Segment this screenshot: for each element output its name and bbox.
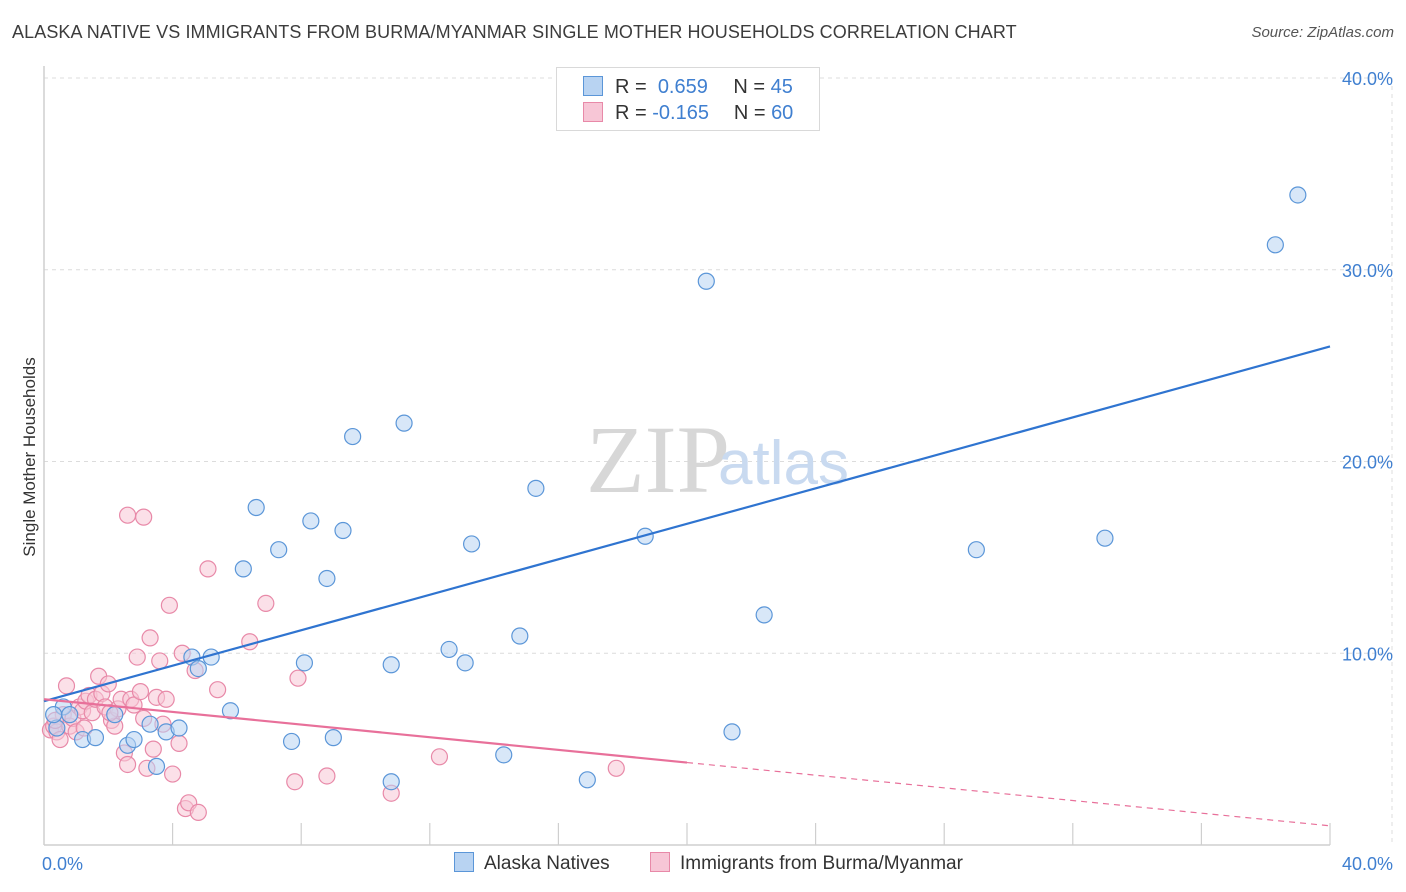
alaska-point bbox=[462, 535, 481, 553]
alaska-point bbox=[170, 719, 188, 737]
alaska-point bbox=[189, 659, 207, 678]
legend-n-value: 45 bbox=[770, 76, 793, 98]
alaska-point bbox=[247, 498, 265, 517]
alaska-point bbox=[318, 569, 336, 588]
y-tick-label: 10.0% bbox=[1342, 644, 1393, 664]
burma-point bbox=[209, 681, 227, 699]
alaska-point bbox=[295, 654, 314, 672]
chart-title: ALASKA NATIVE VS IMMIGRANTS FROM BURMA/M… bbox=[12, 22, 1017, 42]
legend-swatch-pink bbox=[650, 852, 670, 872]
alaska-point bbox=[723, 723, 741, 741]
y-tick-label: 20.0% bbox=[1342, 453, 1393, 473]
burma-point bbox=[318, 767, 336, 785]
x-tick-label-max: 40.0% bbox=[1342, 854, 1393, 874]
alaska-point bbox=[440, 640, 458, 659]
legend-r-label: R = bbox=[615, 102, 647, 124]
alaska-point bbox=[106, 706, 124, 724]
alaska-point bbox=[395, 414, 413, 432]
series-burma-points bbox=[41, 506, 625, 822]
burma-point bbox=[257, 594, 275, 612]
alaska-point bbox=[578, 771, 596, 789]
legend-item-alaska: Alaska Natives bbox=[454, 852, 610, 875]
trend-lines bbox=[43, 345, 1331, 827]
burma-point bbox=[289, 669, 307, 687]
legend-r-label: R = bbox=[615, 76, 647, 98]
alaska-point bbox=[147, 757, 166, 775]
legend-label-burma: Immigrants from Burma/Myanmar bbox=[680, 853, 963, 874]
alaska-point bbox=[527, 479, 545, 497]
y-tick-label: 30.0% bbox=[1342, 261, 1393, 281]
alaska-point bbox=[967, 541, 985, 559]
legend-n-label: N = bbox=[733, 102, 766, 124]
alaska-point bbox=[755, 606, 773, 624]
burma-point bbox=[164, 765, 182, 783]
burma-point bbox=[144, 740, 162, 758]
burma-trend-line bbox=[43, 698, 688, 764]
legend-r-value: 0.659 bbox=[657, 76, 708, 98]
watermark-atlas: atlas bbox=[718, 429, 849, 498]
burma-point bbox=[151, 652, 169, 670]
legend-row-burma: R = -0.165 N = 60 bbox=[583, 102, 793, 126]
source-label: Source: ZipAtlas.com bbox=[1251, 24, 1394, 41]
burma-point bbox=[430, 748, 449, 766]
alaska-point bbox=[221, 702, 240, 720]
alaska-point bbox=[495, 746, 513, 764]
alaska-point bbox=[382, 773, 400, 791]
alaska-point bbox=[511, 627, 529, 645]
alaska-point bbox=[697, 272, 715, 290]
burma-point bbox=[286, 773, 304, 791]
burma-point bbox=[157, 690, 175, 708]
legend-item-burma: Immigrants from Burma/Myanmar bbox=[650, 852, 963, 875]
alaska-point bbox=[1096, 529, 1114, 547]
alaska-point bbox=[61, 706, 79, 724]
alaska-point bbox=[86, 729, 105, 747]
burma-trend-extension bbox=[686, 761, 1331, 827]
axes bbox=[43, 66, 1331, 846]
burma-point bbox=[135, 508, 153, 526]
burma-point bbox=[199, 560, 217, 578]
legend-swatch-blue bbox=[454, 852, 474, 872]
burma-point bbox=[131, 682, 150, 701]
burma-point bbox=[128, 648, 146, 666]
alaska-point bbox=[125, 730, 143, 749]
alaska-point bbox=[234, 560, 252, 578]
watermark-zip: ZIP bbox=[586, 406, 730, 513]
burma-point bbox=[118, 506, 137, 524]
alaska-point bbox=[1289, 186, 1307, 204]
burma-point bbox=[118, 755, 137, 774]
alaska-point bbox=[1266, 236, 1284, 254]
alaska-point bbox=[302, 512, 320, 530]
burma-point bbox=[160, 596, 178, 614]
legend-row-alaska: R = 0.659 N = 45 bbox=[583, 76, 793, 100]
series-alaska-points bbox=[45, 186, 1307, 791]
legend-label-alaska: Alaska Natives bbox=[484, 853, 610, 874]
stats-legend: R = 0.659 N = 45 R = -0.165 N = 60 bbox=[556, 67, 820, 131]
x-tick-label-min: 0.0% bbox=[42, 854, 83, 874]
y-tick-label: 40.0% bbox=[1342, 69, 1393, 89]
alaska-point bbox=[282, 732, 301, 751]
legend-swatch-blue bbox=[583, 76, 603, 96]
alaska-point bbox=[324, 729, 342, 747]
burma-point bbox=[57, 677, 76, 695]
legend-r-value: -0.165 bbox=[652, 102, 709, 124]
alaska-point bbox=[382, 656, 400, 674]
legend-swatch-pink bbox=[583, 102, 603, 122]
alaska-trend-line bbox=[43, 345, 1331, 703]
alaska-point bbox=[270, 541, 288, 559]
legend-n-value: 60 bbox=[771, 102, 794, 124]
y-axis-label: Single Mother Households bbox=[20, 357, 39, 556]
alaska-point bbox=[141, 715, 159, 733]
burma-point bbox=[607, 759, 625, 777]
legend-n-label: N = bbox=[733, 76, 766, 98]
burma-point bbox=[141, 629, 159, 647]
burma-point bbox=[170, 734, 188, 752]
tick-labels: 10.0% 20.0% 30.0% 40.0% 0.0% 40.0% bbox=[42, 69, 1393, 874]
alaska-point bbox=[344, 427, 362, 446]
alaska-point bbox=[45, 706, 63, 724]
alaska-point bbox=[456, 654, 474, 672]
alaska-point bbox=[334, 521, 352, 540]
burma-point bbox=[189, 803, 207, 822]
